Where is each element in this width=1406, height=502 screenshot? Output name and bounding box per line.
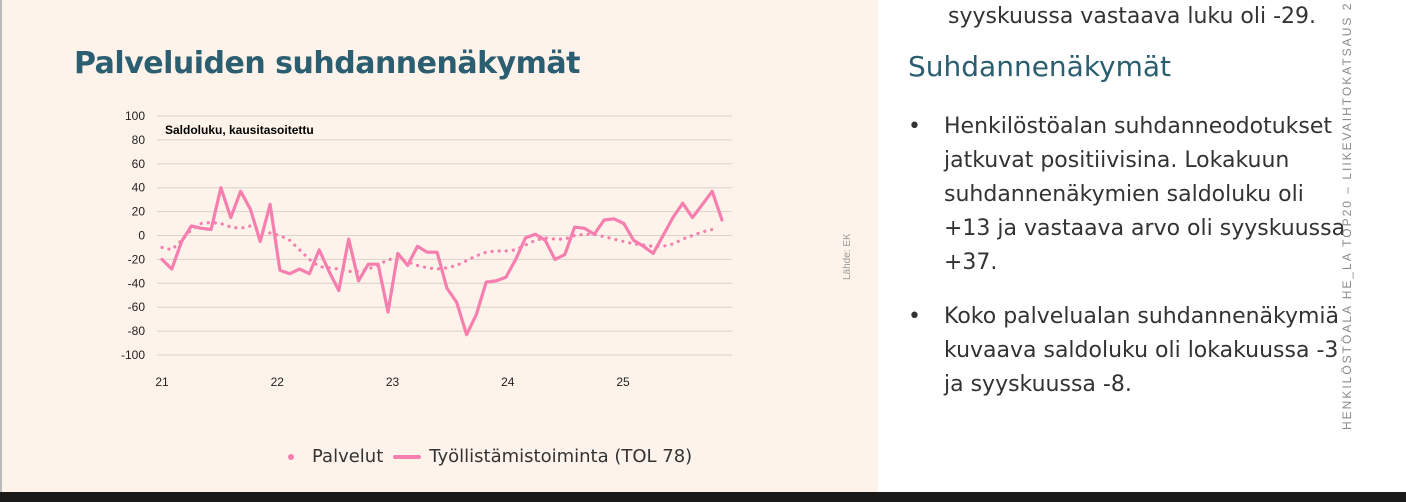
y-tick-label: 40 <box>132 181 146 195</box>
bullet-dot-icon: • <box>908 304 921 329</box>
y-tick-label: 60 <box>132 157 146 171</box>
y-tick-label: 20 <box>132 205 146 219</box>
top-text: syyskuussa vastaava luku oli -29. <box>948 4 1317 29</box>
x-tick-label: 23 <box>386 375 400 389</box>
x-tick-label: 24 <box>501 375 515 389</box>
legend-solid-line-icon <box>393 454 422 459</box>
bullet-text: Henkilöstöalan suhdanneodotukset jatkuva… <box>944 114 1346 275</box>
bullet-dot-icon: • <box>908 114 921 139</box>
line-chart: 100 80 60 40 20 0 -20 -40 -60 -80 -100 21 22 23 24 25 Sa… <box>121 109 732 389</box>
y-tick-label: -60 <box>128 300 146 314</box>
x-tick-label: 22 <box>271 375 285 389</box>
y-tick-label: -20 <box>128 252 146 266</box>
x-tick-label: 25 <box>616 375 630 389</box>
bullet-list: • Henkilöstöalan suhdanneodotukset jatku… <box>908 110 1348 422</box>
chart-subtitle: Saldoluku, kausitasoitettu <box>165 123 314 137</box>
bottom-bar <box>0 492 1406 502</box>
legend-item-palvelut: Palvelut <box>288 446 383 467</box>
y-tick-label: 0 <box>138 229 145 243</box>
y-tick-label: -80 <box>128 324 146 338</box>
y-tick-label: 100 <box>125 109 145 123</box>
y-tick-label: -40 <box>128 276 146 290</box>
legend-item-tol78: Työllistämistoiminta (TOL 78) <box>393 446 692 467</box>
right-text-panel: syyskuussa vastaava luku oli -29. Suhdan… <box>878 0 1348 492</box>
legend-label-tol78: Työllistämistoiminta (TOL 78) <box>429 446 693 467</box>
section-heading: Suhdannenäkymät <box>908 50 1172 83</box>
y-tick-label: 80 <box>132 133 146 147</box>
bullet-item: • Henkilöstöalan suhdanneodotukset jatku… <box>908 110 1348 280</box>
source-label: Lähde: EK <box>842 233 853 280</box>
legend-dotted-line-icon <box>288 453 294 460</box>
chart-legend: Palvelut Työllistämistoiminta (TOL 78) <box>288 446 702 467</box>
vertical-side-text: HENKILÖSTÖALA HE_LA TOP20 – LIIKEVAIHTOK… <box>1340 1 1354 430</box>
chart-title: Palveluiden suhdannenäkymät <box>74 46 580 81</box>
bullet-item: • Koko palvelualan suhdannenäkymiä kuvaa… <box>908 300 1348 402</box>
chart-panel: Palveluiden suhdannenäkymät 100 80 60 40 20 0… <box>0 0 878 492</box>
series-line-palvelut <box>160 220 714 273</box>
x-tick-label: 21 <box>155 375 169 389</box>
series-line-tol78 <box>160 186 724 337</box>
y-tick-label: -100 <box>121 348 145 362</box>
bullet-text: Koko palvelualan suhdannenäkymiä kuvaava… <box>944 304 1340 397</box>
legend-label-palvelut: Palvelut <box>312 446 384 467</box>
